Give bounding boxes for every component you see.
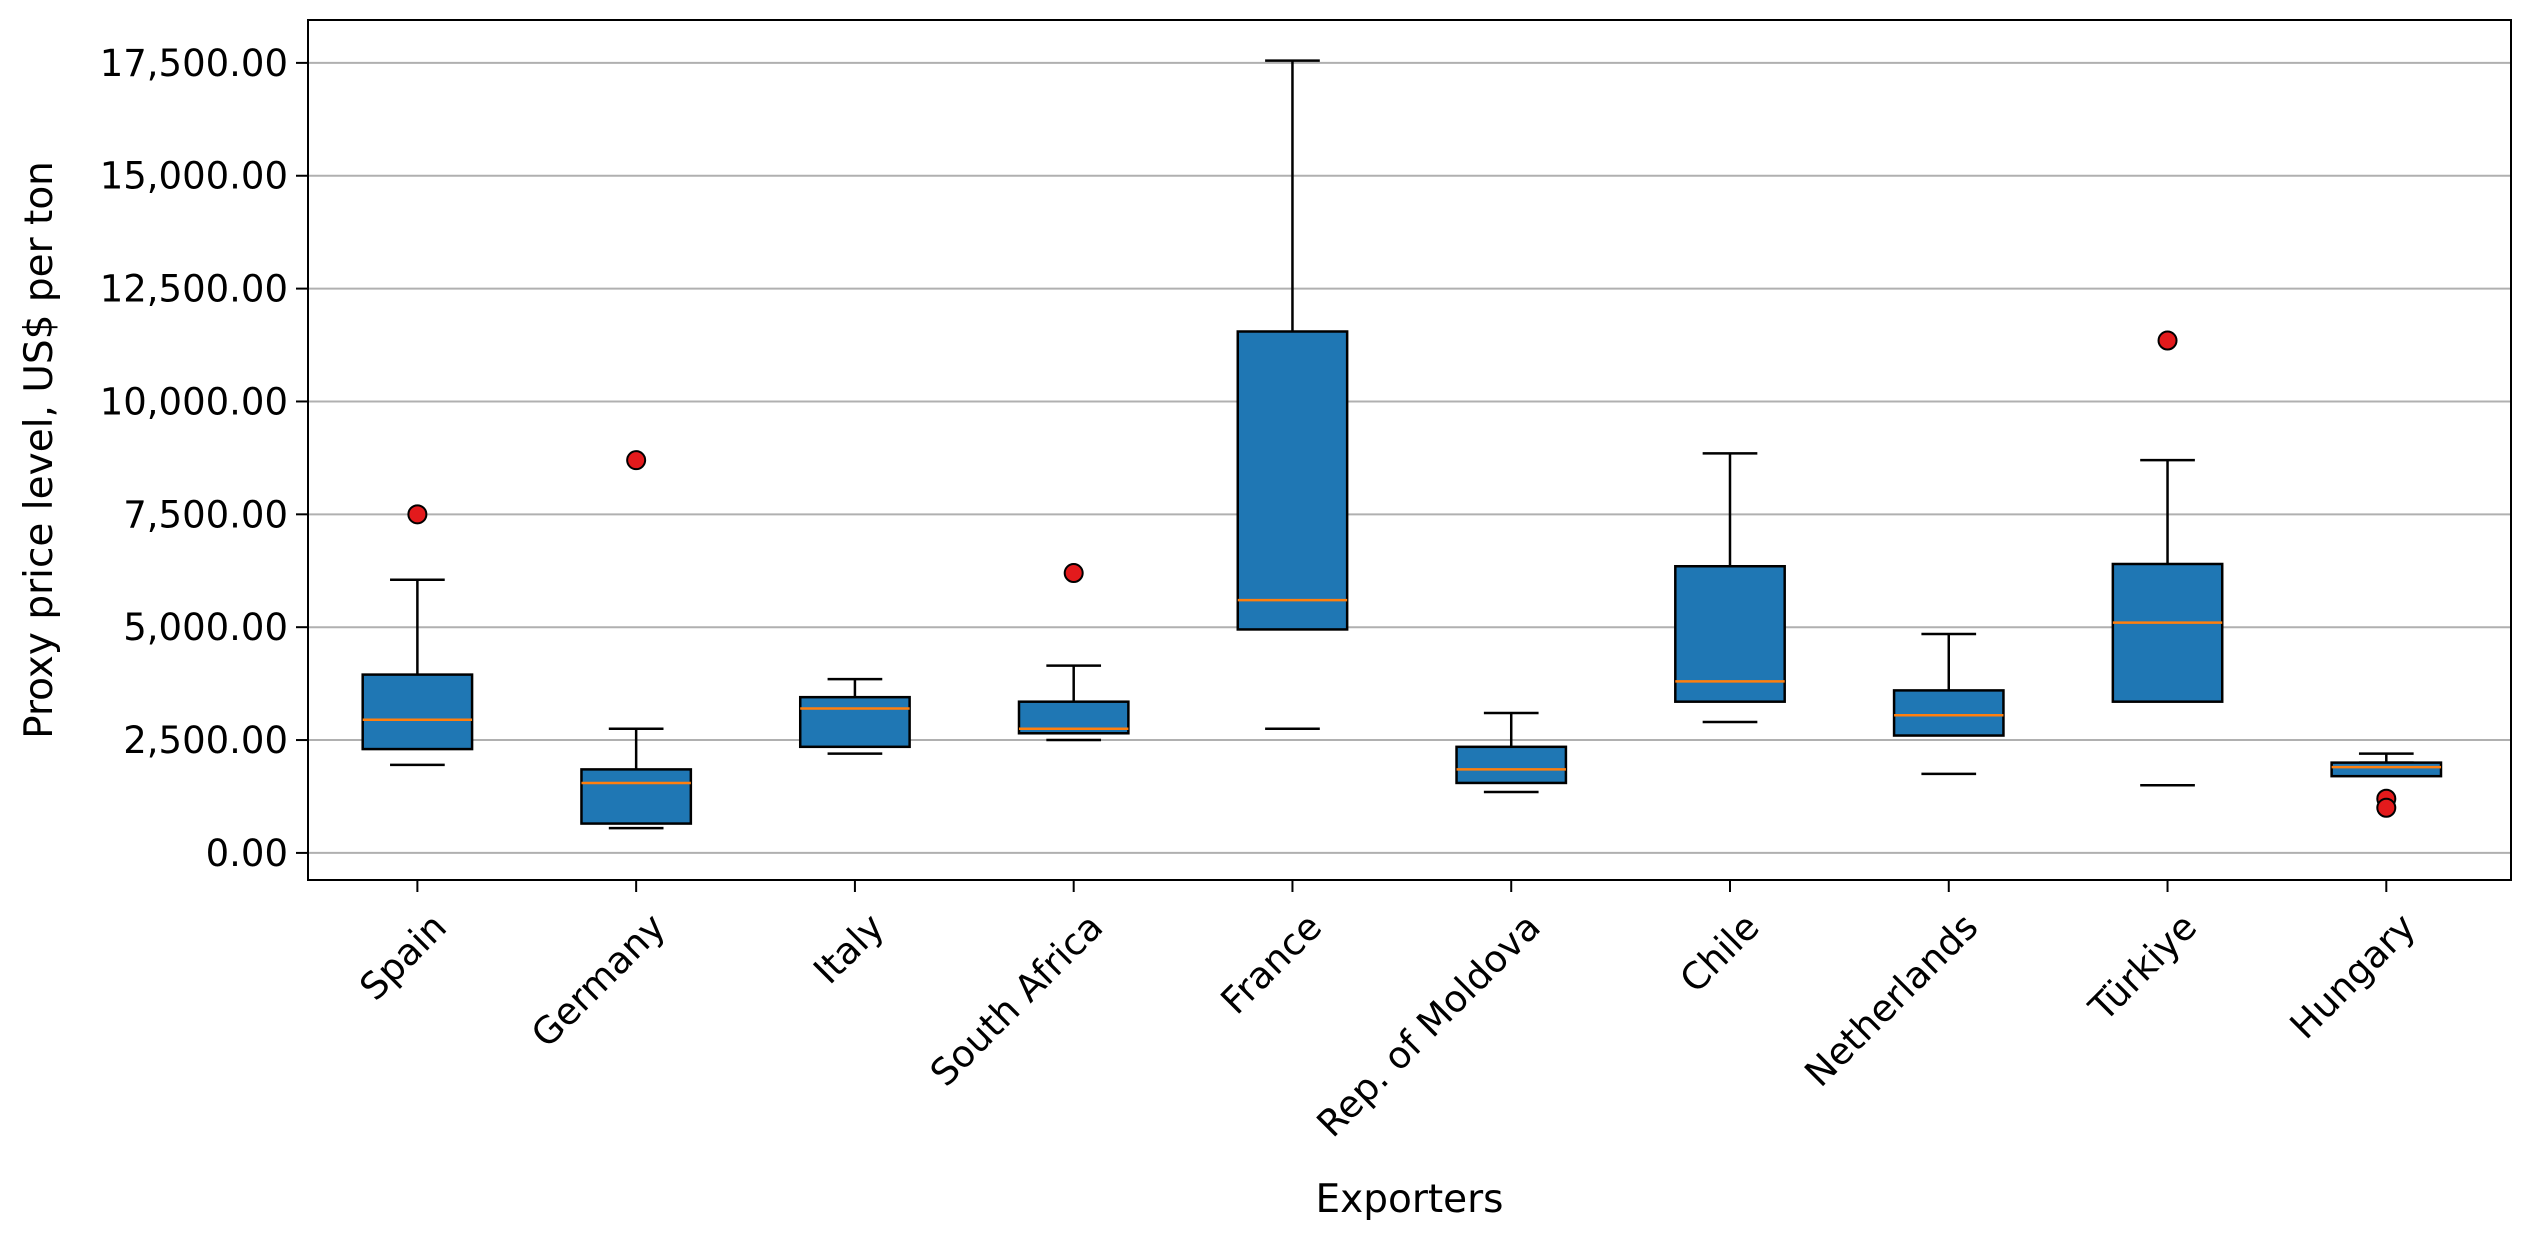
x-tick-label: Italy [805, 905, 892, 992]
x-tick-label: Spain [351, 905, 455, 1009]
y-tick-label: 0.00 [206, 832, 288, 875]
iqr-box [1236, 330, 1349, 631]
y-tick-label: 10,000.00 [100, 380, 288, 423]
outlier-point [626, 450, 647, 471]
x-tick-label: Germany [523, 905, 674, 1056]
box-hungary [2330, 752, 2443, 818]
outlier-point [2376, 797, 2397, 818]
y-tick-label: 12,500.00 [100, 268, 288, 311]
box-rep-of-moldova [1455, 711, 1568, 794]
y-tick-label: 2,500.00 [123, 719, 288, 762]
iqr-box [2330, 761, 2443, 778]
iqr-box [361, 673, 474, 751]
iqr-box [1674, 564, 1786, 703]
box-italy [798, 677, 911, 755]
iqr-box [1892, 689, 2005, 737]
box-layer [361, 59, 2443, 830]
iqr-box [798, 695, 911, 749]
box-spain [361, 504, 474, 767]
outlier-point [1063, 563, 1084, 584]
x-tick-label: Türkiye [2080, 905, 2205, 1030]
y-tick-label: 15,000.00 [100, 155, 288, 198]
outlier-point [2157, 330, 2178, 351]
x-tick-label: Chile [1672, 905, 1768, 1001]
x-tick-label: Rep. of Moldova [1309, 905, 1549, 1145]
y-tick-label: 17,500.00 [100, 42, 288, 85]
iqr-box [580, 768, 693, 825]
iqr-box [1455, 745, 1568, 785]
box-france [1236, 59, 1349, 731]
x-tick-label: Hungary [2282, 905, 2424, 1047]
plot-frame [307, 19, 2512, 881]
box-netherlands [1892, 632, 2005, 776]
iqr-box [2111, 562, 2224, 703]
x-tick-label: South Africa [922, 905, 1111, 1094]
axes-layer [307, 19, 2512, 881]
grid-layer [308, 61, 2511, 854]
y-tick-label: 5,000.00 [123, 606, 288, 649]
x-tick-label: Netherlands [1796, 905, 1986, 1095]
y-tick-label: 7,500.00 [123, 493, 288, 536]
box-t-rkiye [2111, 330, 2224, 787]
x-tick-label: France [1213, 905, 1330, 1022]
y-axis-label: Proxy price level, US$ per ton [17, 161, 62, 739]
outlier-point [407, 504, 428, 525]
box-south-africa [1017, 563, 1130, 742]
box-germany [580, 450, 693, 830]
box-chile [1674, 452, 1786, 724]
x-axis-label: Exporters [1315, 1177, 1503, 1222]
